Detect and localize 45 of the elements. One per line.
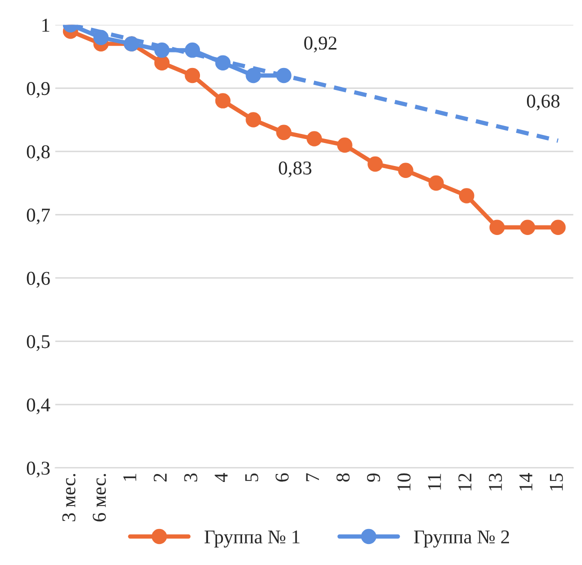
point	[154, 55, 170, 70]
x-tick-label: 4	[214, 472, 228, 482]
x-tick-label: 2	[154, 474, 167, 482]
x-tick-label: 6 мес.	[92, 474, 106, 522]
x-tick-label: 7	[306, 473, 319, 482]
point	[184, 68, 200, 84]
x-tick-label: 15	[550, 473, 563, 490]
x-tick-label: 1	[123, 474, 136, 481]
x-tick-label: 8	[336, 473, 350, 482]
x-tick-label: 11	[428, 474, 441, 490]
x-tick-label: 12	[458, 474, 472, 490]
point	[246, 112, 261, 128]
point	[337, 137, 352, 153]
legend-label: Группа № 1	[204, 530, 300, 548]
point	[458, 188, 474, 204]
x-tick-label: 3	[184, 473, 198, 482]
point	[306, 131, 322, 146]
point	[520, 220, 536, 235]
x-tick-label: 3 мес.	[62, 474, 76, 522]
y-tick-label: 1	[42, 18, 50, 32]
x-tick-label: 9	[367, 473, 380, 482]
point	[276, 124, 292, 140]
x-tick-label: 5	[245, 473, 258, 482]
point	[246, 68, 261, 84]
y-tick-label: 0,4	[26, 398, 50, 414]
point	[489, 220, 505, 235]
x-tick-label: 13	[488, 473, 502, 490]
y-tick-label: 0,7	[26, 208, 50, 224]
point	[428, 175, 444, 191]
y-tick-label: 0,8	[26, 145, 50, 162]
y-tick-label: 0,6	[26, 272, 50, 288]
x-tick-label: 10	[397, 473, 411, 490]
point	[550, 220, 566, 235]
point	[368, 156, 383, 172]
annotation: 0,68	[526, 94, 560, 110]
x-tick-label: 6	[276, 473, 289, 482]
annotation: 0,83	[278, 161, 312, 178]
point	[398, 162, 414, 178]
x-tick-label: 14	[519, 472, 532, 490]
y-tick-label: 0,5	[26, 335, 50, 351]
y-tick-label: 0,9	[26, 82, 50, 98]
point	[215, 93, 231, 108]
y-tick-label: 0,3	[26, 462, 50, 478]
annotation: 0,92	[304, 36, 336, 52]
legend-label: Группа № 2	[414, 530, 509, 548]
